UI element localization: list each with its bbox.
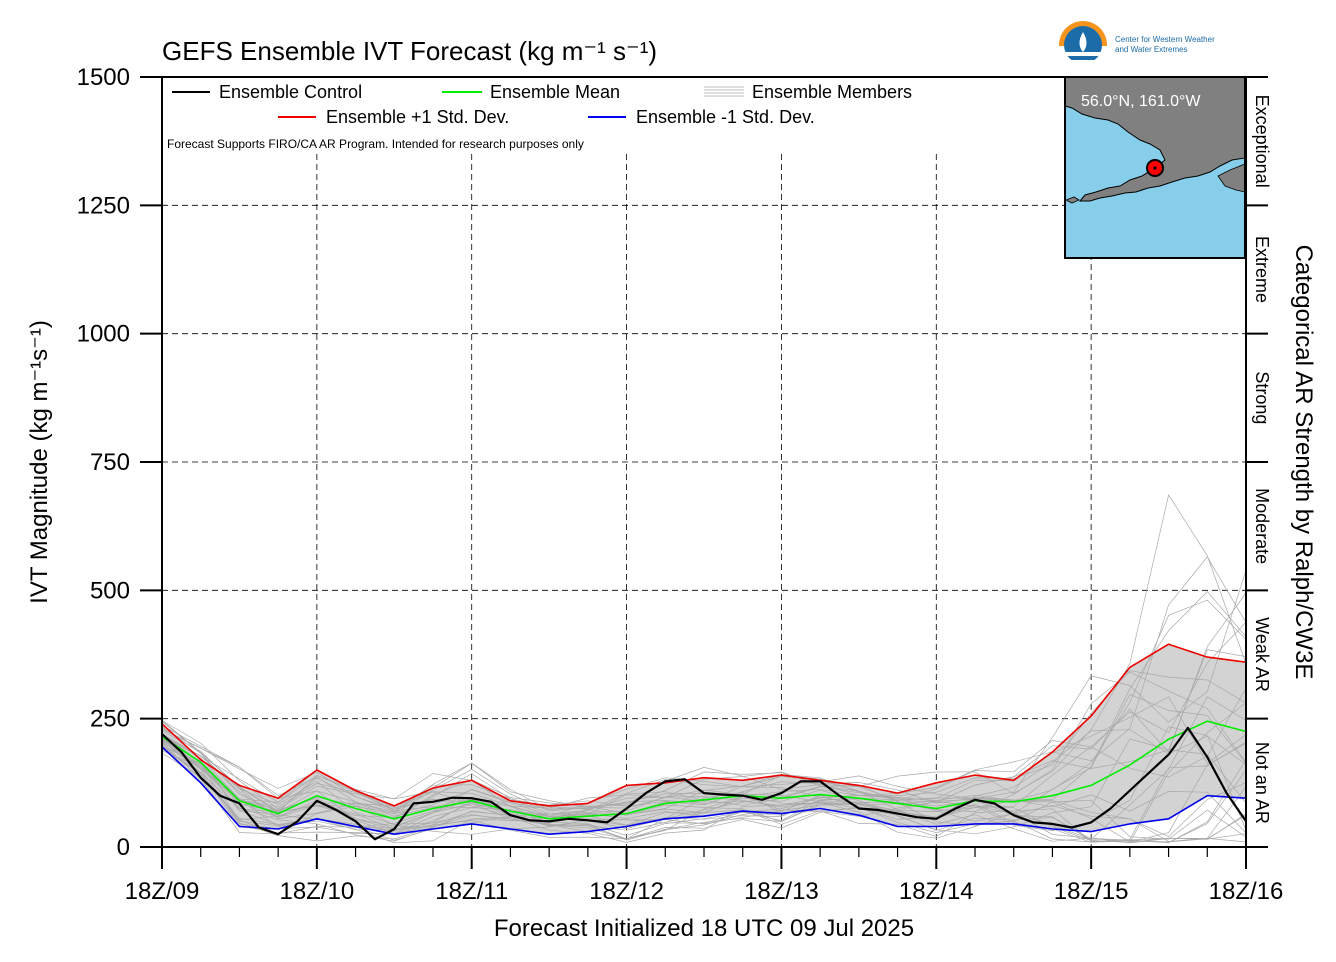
x-tick-label: 18Z/16 xyxy=(1209,878,1284,905)
x-tick-label: 18Z/09 xyxy=(125,878,200,905)
ensemble-member-line xyxy=(161,726,1247,840)
x-tick-label: 18Z/15 xyxy=(1054,878,1129,905)
y-axis-label: IVT Magnitude (kg m⁻¹s⁻¹) xyxy=(26,320,53,604)
ensemble-member-line xyxy=(161,494,1247,813)
logo-line1: Center for Western Weather xyxy=(1115,35,1215,44)
legend-label-mean: Ensemble Mean xyxy=(490,82,620,102)
ensemble-member-line xyxy=(161,743,1247,843)
cw3e-logo-icon xyxy=(1059,21,1107,70)
logo-line2: and Water Extremes xyxy=(1115,45,1188,54)
ar-category-label: Strong xyxy=(1252,371,1272,424)
x-tick-label: 18Z/11 xyxy=(435,878,508,905)
ensemble-member-line xyxy=(161,742,1247,838)
y-tick-label: 1250 xyxy=(77,192,130,219)
axes: 0 250 500 750 1000 1250 1500 18Z/09 18Z/10 18Z/11… xyxy=(77,64,1284,905)
inset-coords: 56.0°N, 161.0°W xyxy=(1081,93,1201,110)
std-dev-band xyxy=(162,644,1246,835)
x-tick-label: 18Z/12 xyxy=(589,878,664,905)
chart-title: GEFS Ensemble IVT Forecast (kg m⁻¹ s⁻¹) xyxy=(162,36,657,66)
ar-category-label: Moderate xyxy=(1252,488,1272,564)
legend-swatch-members xyxy=(704,86,744,97)
series-line-minus xyxy=(161,746,1247,835)
ensemble-member-line xyxy=(161,740,1247,843)
y-tick-label: 750 xyxy=(90,449,130,476)
ensemble-member-line xyxy=(161,570,1247,817)
y-tick-label: 1000 xyxy=(77,321,130,348)
ensemble-member-line xyxy=(161,744,1247,843)
series-lines xyxy=(161,643,1247,841)
ensemble-member-line xyxy=(161,671,1247,818)
y-tick-label: 1500 xyxy=(77,64,130,91)
ensemble-member-line xyxy=(161,738,1247,843)
legend-label-minus: Ensemble -1 Std. Dev. xyxy=(636,107,815,127)
ensemble-member-line xyxy=(161,737,1247,835)
y-tick-label: 250 xyxy=(90,706,130,733)
legend-label-plus: Ensemble +1 Std. Dev. xyxy=(326,107,509,127)
y-tick-label: 500 xyxy=(90,577,130,604)
ensemble-member-line xyxy=(161,556,1247,812)
ensemble-member-line xyxy=(161,590,1247,819)
x-tick-label: 18Z/14 xyxy=(899,878,974,905)
x-tick-label: 18Z/10 xyxy=(279,878,354,905)
ensemble-member-line xyxy=(161,592,1247,813)
research-note: Forecast Supports FIRO/CA AR Program. In… xyxy=(167,137,584,151)
right-axis-label: Categorical AR Strength by Ralph/CW3E xyxy=(1290,245,1317,680)
legend-label-members: Ensemble Members xyxy=(752,82,912,102)
x-tick-label: 18Z/13 xyxy=(744,878,819,905)
ar-category-label: Exceptional xyxy=(1252,95,1272,188)
ensemble-member-line xyxy=(161,702,1247,843)
y-tick-label: 0 xyxy=(117,834,130,861)
inset-map: 56.0°N, 161.0°W xyxy=(1064,76,1246,259)
cw3e-logo: Center for Western Weather and Water Ext… xyxy=(1059,21,1215,70)
inset-land-alaska xyxy=(1064,76,1246,202)
series-line-mean xyxy=(161,720,1247,820)
legend-label-control: Ensemble Control xyxy=(219,82,362,102)
legend: Ensemble Control Ensemble Mean Ensemble … xyxy=(172,82,912,127)
ensemble-member-line xyxy=(161,622,1247,815)
ensemble-members xyxy=(161,494,1247,844)
series-line-control xyxy=(161,726,1247,841)
ar-category-label: Not an AR xyxy=(1252,742,1272,824)
ar-category-label: Extreme xyxy=(1252,236,1272,303)
ensemble-member-line xyxy=(161,748,1247,840)
x-axis-label: Forecast Initialized 18 UTC 09 Jul 2025 xyxy=(494,915,914,942)
ar-category-label: Weak AR xyxy=(1252,617,1272,692)
inset-frame xyxy=(1064,76,1246,259)
series-line-plus xyxy=(161,643,1247,807)
